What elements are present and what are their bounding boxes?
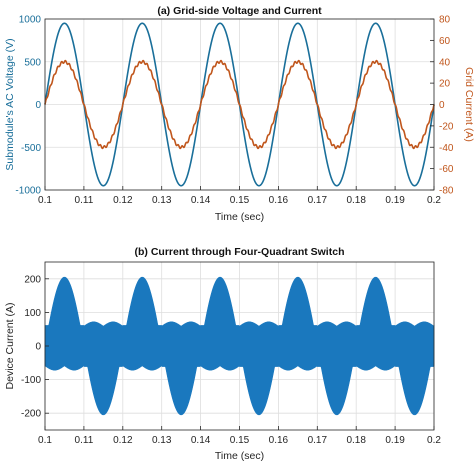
- chart-a-ytick-right-label: 0: [439, 100, 445, 111]
- chart-a-xtick-label: 0.1: [38, 195, 52, 206]
- chart-a: 0.1 0.11 0.12 0.13 0.14 0.15 0.16 0.17 0.18 0.19 0…: [4, 5, 474, 223]
- chart-a-ytick-right-label: 60: [439, 36, 451, 47]
- chart-b-xtick-label: 0.18: [346, 435, 366, 446]
- chart-a-xtick-label: 0.2: [427, 195, 441, 206]
- chart-a-ytick-right-label: -20: [439, 121, 454, 132]
- chart-a-xtick-label: 0.13: [152, 195, 172, 206]
- chart-b-ytick-label: 100: [24, 308, 41, 319]
- chart-a-ytick-left-label: 1000: [19, 15, 42, 26]
- chart-b-ytick-label: 200: [24, 274, 41, 285]
- chart-a-xtick-label: 0.17: [308, 195, 328, 206]
- chart-a-ytick-right-label: 40: [439, 57, 451, 68]
- chart-b-ticks: 0.1 0.11 0.12 0.13 0.14 0.15 0.16 0.17 0.18 0.19 0…: [21, 274, 441, 446]
- chart-b-xtick-label: 0.13: [152, 435, 172, 446]
- chart-a-ticks: 0.1 0.11 0.12 0.13 0.14 0.15 0.16 0.17 0.18 0.19 0…: [15, 15, 453, 207]
- chart-a-ylabel-right: Grid Current (A): [463, 67, 474, 142]
- chart-b: 0.1 0.11 0.12 0.13 0.14 0.15 0.16 0.17 0.18 0.19 0…: [4, 246, 441, 462]
- chart-b-ylabel: Device Current (A): [4, 303, 16, 390]
- chart-a-ytick-right-label: 20: [439, 79, 451, 90]
- chart-a-xtick-label: 0.19: [385, 195, 405, 206]
- chart-a-ytick-right-label: -60: [439, 164, 454, 175]
- chart-a-title: (a) Grid-side Voltage and Current: [157, 5, 322, 17]
- chart-b-xtick-label: 0.14: [191, 435, 211, 446]
- chart-b-xlabel: Time (sec): [215, 450, 264, 462]
- chart-a-ytick-left-label: 0: [35, 100, 41, 111]
- chart-a-xlabel: Time (sec): [215, 211, 264, 223]
- chart-b-xtick-label: 0.11: [75, 435, 94, 446]
- chart-b-ytick-label: -200: [21, 409, 41, 420]
- chart-a-ylabel-left: Submodule's AC Voltage (V): [4, 38, 16, 170]
- chart-b-xtick-label: 0.16: [269, 435, 289, 446]
- chart-a-xtick-label: 0.12: [113, 195, 133, 206]
- chart-b-ytick-label: 0: [35, 342, 41, 353]
- chart-a-xtick-label: 0.18: [346, 195, 366, 206]
- chart-a-ytick-right-label: -80: [439, 186, 454, 197]
- chart-a-ytick-left-label: -1000: [15, 186, 41, 197]
- chart-a-xtick-label: 0.15: [230, 195, 250, 206]
- chart-b-xtick-label: 0.12: [113, 435, 133, 446]
- chart-b-xtick-label: 0.15: [230, 435, 250, 446]
- chart-a-xtick-label: 0.11: [75, 195, 94, 206]
- chart-a-series-2: [44, 59, 435, 150]
- chart-a-lines: [44, 22, 435, 187]
- chart-b-xtick-label: 0.2: [427, 435, 441, 446]
- chart-b-title: (b) Current through Four-Quadrant Switch: [135, 246, 345, 258]
- chart-a-xtick-label: 0.16: [269, 195, 289, 206]
- chart-b-xtick-label: 0.17: [308, 435, 328, 446]
- chart-a-xtick-label: 0.14: [191, 195, 211, 206]
- chart-a-ytick-right-label: 80: [439, 15, 451, 26]
- chart-b-xtick-label: 0.1: [38, 435, 52, 446]
- chart-a-ytick-right-label: -40: [439, 143, 454, 154]
- chart-b-ytick-label: -100: [21, 375, 41, 386]
- chart-a-ytick-left-label: -500: [21, 143, 41, 154]
- chart-b-xtick-label: 0.19: [385, 435, 405, 446]
- chart-a-ytick-left-label: 500: [24, 57, 41, 68]
